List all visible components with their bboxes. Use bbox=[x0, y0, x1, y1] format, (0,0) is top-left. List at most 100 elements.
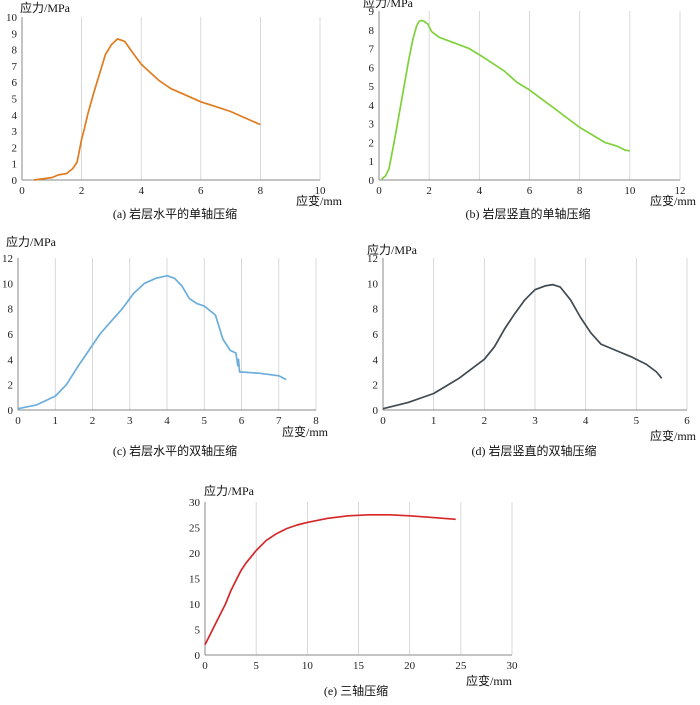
x-tick-label: 15 bbox=[353, 660, 365, 672]
x-tick-label: 8 bbox=[577, 185, 583, 197]
y-tick-label: 4 bbox=[373, 354, 379, 366]
x-tick-label: 10 bbox=[624, 185, 636, 197]
y-tick-label: 8 bbox=[12, 45, 18, 57]
y-tick-label: 2 bbox=[8, 380, 14, 392]
x-tick-label: 4 bbox=[477, 185, 483, 197]
x-tick-label: 3 bbox=[127, 415, 133, 427]
panel-caption: (e) 三轴压缩 bbox=[324, 683, 388, 698]
x-tick-label: 0 bbox=[19, 185, 25, 197]
y-tick-label: 9 bbox=[369, 6, 375, 18]
x-tick-label: 4 bbox=[583, 415, 589, 427]
y-tick-label: 30 bbox=[189, 497, 201, 509]
x-tick-label: 2 bbox=[482, 415, 488, 427]
series-line bbox=[33, 38, 261, 181]
x-tick-label: 3 bbox=[532, 415, 538, 427]
x-tick-label: 7 bbox=[276, 415, 282, 427]
y-axis-label: 应力/MPa bbox=[367, 242, 418, 257]
y-tick-label: 10 bbox=[2, 278, 14, 290]
x-axis-label: 应变/mm bbox=[650, 193, 697, 208]
x-axis-label: 应变/mm bbox=[282, 424, 329, 439]
x-tick-label: 8 bbox=[313, 415, 319, 427]
y-tick-label: 5 bbox=[369, 81, 375, 93]
y-tick-label: 2 bbox=[369, 137, 375, 149]
x-axis-label: 应变/mm bbox=[650, 428, 697, 443]
y-tick-label: 10 bbox=[6, 12, 18, 24]
y-tick-label: 10 bbox=[189, 599, 201, 611]
y-axis-label: 应力/MPa bbox=[20, 0, 71, 15]
y-tick-label: 12 bbox=[2, 253, 13, 265]
y-axis-label: 应力/MPa bbox=[6, 234, 57, 249]
y-tick-label: 4 bbox=[12, 110, 18, 122]
series-line bbox=[17, 274, 287, 410]
y-axis-label: 应力/MPa bbox=[204, 483, 255, 498]
x-tick-label: 5 bbox=[202, 415, 208, 427]
x-tick-label: 2 bbox=[79, 185, 85, 197]
x-tick-label: 5 bbox=[253, 660, 259, 672]
x-tick-label: 30 bbox=[507, 660, 519, 672]
y-tick-label: 0 bbox=[195, 650, 201, 662]
y-tick-label: 0 bbox=[12, 175, 18, 187]
series-line bbox=[204, 513, 456, 646]
y-tick-label: 4 bbox=[369, 100, 375, 112]
y-tick-label: 1 bbox=[12, 159, 18, 171]
y-tick-label: 0 bbox=[373, 405, 379, 417]
y-tick-label: 6 bbox=[373, 329, 379, 341]
x-tick-label: 8 bbox=[258, 185, 264, 197]
x-tick-label: 0 bbox=[380, 415, 386, 427]
x-tick-label: 25 bbox=[455, 660, 467, 672]
x-tick-label: 2 bbox=[90, 415, 96, 427]
y-tick-label: 9 bbox=[12, 28, 18, 40]
series-line bbox=[382, 283, 663, 410]
panel-caption: (d) 岩层竖直的双轴压缩 bbox=[472, 443, 597, 458]
x-tick-label: 1 bbox=[431, 415, 437, 427]
x-tick-label: 6 bbox=[527, 185, 533, 197]
y-tick-label: 20 bbox=[189, 548, 201, 560]
y-axis-label: 应力/MPa bbox=[363, 0, 414, 10]
y-tick-label: 5 bbox=[195, 625, 201, 637]
x-tick-label: 2 bbox=[426, 185, 432, 197]
x-tick-label: 4 bbox=[164, 415, 170, 427]
x-tick-label: 0 bbox=[202, 660, 208, 672]
y-tick-label: 6 bbox=[8, 329, 14, 341]
y-tick-label: 6 bbox=[369, 62, 375, 74]
y-tick-label: 6 bbox=[12, 77, 18, 89]
series-line bbox=[380, 19, 630, 180]
x-tick-label: 0 bbox=[376, 185, 382, 197]
x-tick-label: 10 bbox=[302, 660, 314, 672]
x-axis-label: 应变/mm bbox=[466, 673, 513, 688]
x-tick-label: 5 bbox=[634, 415, 640, 427]
x-tick-label: 12 bbox=[675, 185, 686, 197]
x-tick-label: 4 bbox=[138, 185, 144, 197]
y-tick-label: 0 bbox=[8, 405, 14, 417]
y-tick-label: 7 bbox=[369, 44, 375, 56]
y-tick-label: 8 bbox=[373, 304, 379, 316]
y-tick-label: 2 bbox=[373, 380, 379, 392]
y-tick-label: 7 bbox=[12, 61, 18, 73]
x-tick-label: 20 bbox=[404, 660, 416, 672]
panel-caption: (c) 岩层水平的双轴压缩 bbox=[113, 443, 237, 458]
y-tick-label: 3 bbox=[369, 119, 375, 131]
y-tick-label: 8 bbox=[8, 304, 14, 316]
x-tick-label: 10 bbox=[315, 185, 327, 197]
y-tick-label: 8 bbox=[369, 25, 375, 37]
y-tick-label: 4 bbox=[8, 354, 14, 366]
y-tick-label: 15 bbox=[189, 574, 201, 586]
panel-caption: (a) 岩层水平的单轴压缩 bbox=[113, 206, 237, 221]
y-tick-label: 25 bbox=[189, 523, 201, 535]
x-axis-label: 应变/mm bbox=[296, 193, 343, 208]
x-tick-label: 1 bbox=[53, 415, 59, 427]
x-tick-label: 0 bbox=[15, 415, 21, 427]
y-tick-label: 2 bbox=[12, 142, 18, 154]
y-tick-label: 10 bbox=[367, 278, 379, 290]
y-tick-label: 5 bbox=[12, 94, 18, 106]
x-tick-label: 6 bbox=[684, 415, 690, 427]
y-tick-label: 0 bbox=[369, 175, 375, 187]
x-tick-label: 6 bbox=[198, 185, 204, 197]
y-tick-label: 12 bbox=[367, 253, 378, 265]
y-tick-label: 3 bbox=[12, 126, 18, 138]
